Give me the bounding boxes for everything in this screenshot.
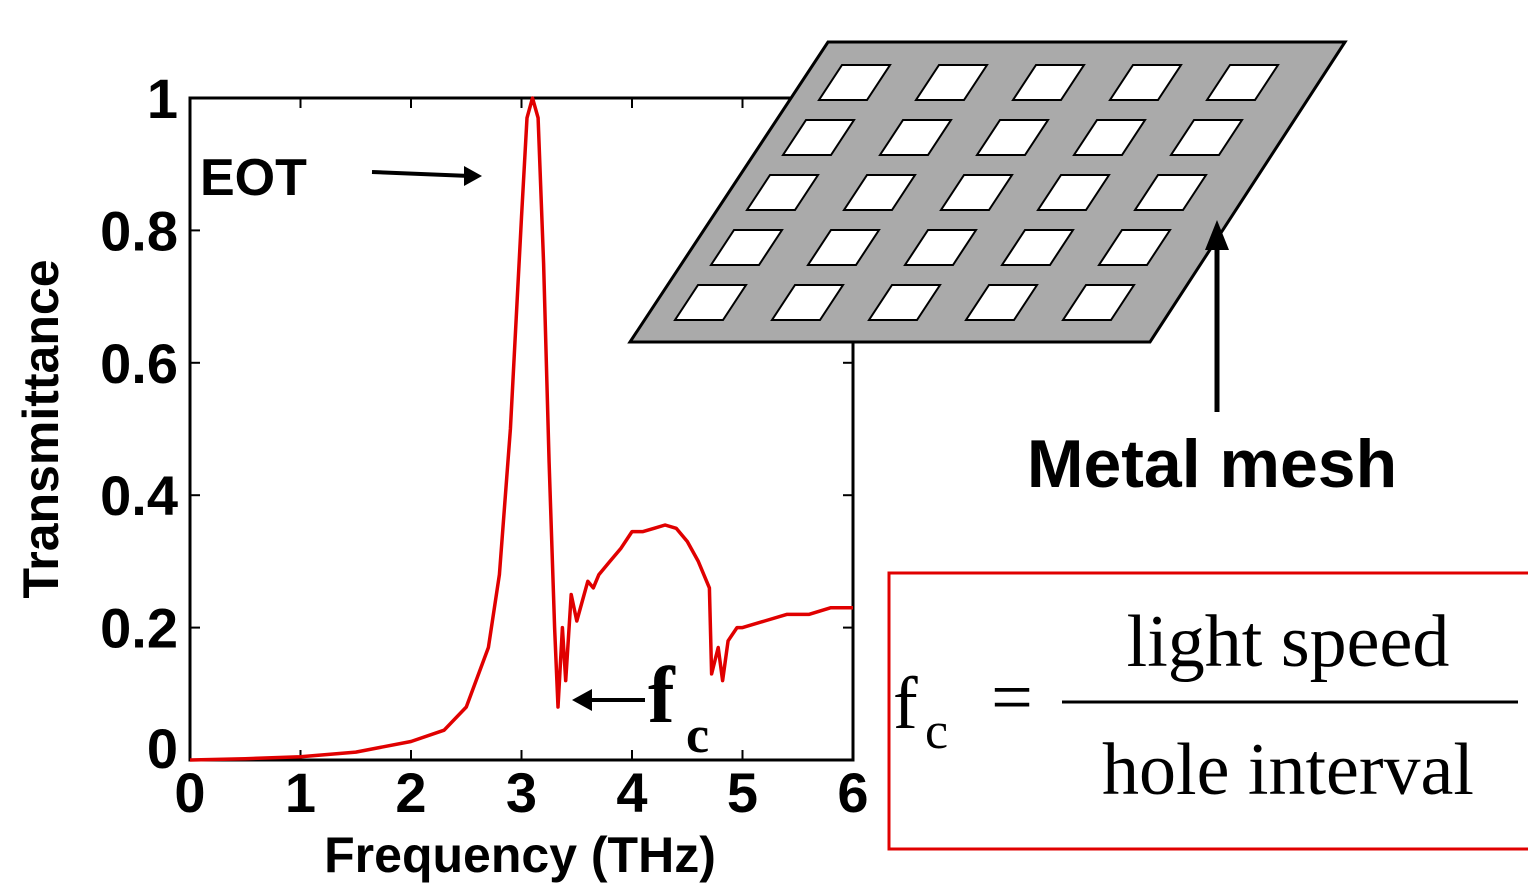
- x-tick-label: 6: [837, 761, 868, 824]
- formula-lhs-sub: c: [925, 703, 948, 760]
- eot-arrowhead: [464, 166, 482, 186]
- x-tick-label: 5: [727, 761, 758, 824]
- fc-label: f: [648, 652, 676, 740]
- x-tick-label: 0: [174, 761, 205, 824]
- x-axis-label: Frequency (THz): [324, 827, 716, 883]
- y-tick-label: 0.8: [100, 199, 178, 262]
- mesh-label: Metal mesh: [1027, 426, 1397, 502]
- x-tick-label: 1: [285, 761, 316, 824]
- eot-label: EOT: [200, 149, 307, 207]
- metal-mesh: [630, 42, 1345, 342]
- y-tick-label: 0.6: [100, 332, 178, 395]
- formula-denominator: hole interval: [1102, 729, 1474, 811]
- y-axis-label: Transmittance: [13, 259, 69, 598]
- y-tick-label: 0: [147, 717, 178, 780]
- formula-numerator: light speed: [1127, 601, 1450, 683]
- y-tick-label: 0.4: [100, 464, 178, 527]
- eot-arrow: [372, 172, 470, 176]
- formula-lhs: f: [893, 663, 918, 745]
- x-tick-label: 3: [506, 761, 537, 824]
- formula-equals: =: [991, 657, 1033, 739]
- fc-subscript: c: [686, 707, 709, 764]
- y-tick-label: 1: [147, 67, 178, 130]
- x-tick-label: 4: [616, 761, 647, 824]
- fc-arrowhead: [572, 689, 592, 711]
- y-tick-label: 0.2: [100, 597, 178, 660]
- x-tick-label: 2: [395, 761, 426, 824]
- figure: 0 1 2 3 4 5 6 0 0.2 0.4 0.6 0.8 1 Transmittance Frequ…: [0, 0, 1528, 892]
